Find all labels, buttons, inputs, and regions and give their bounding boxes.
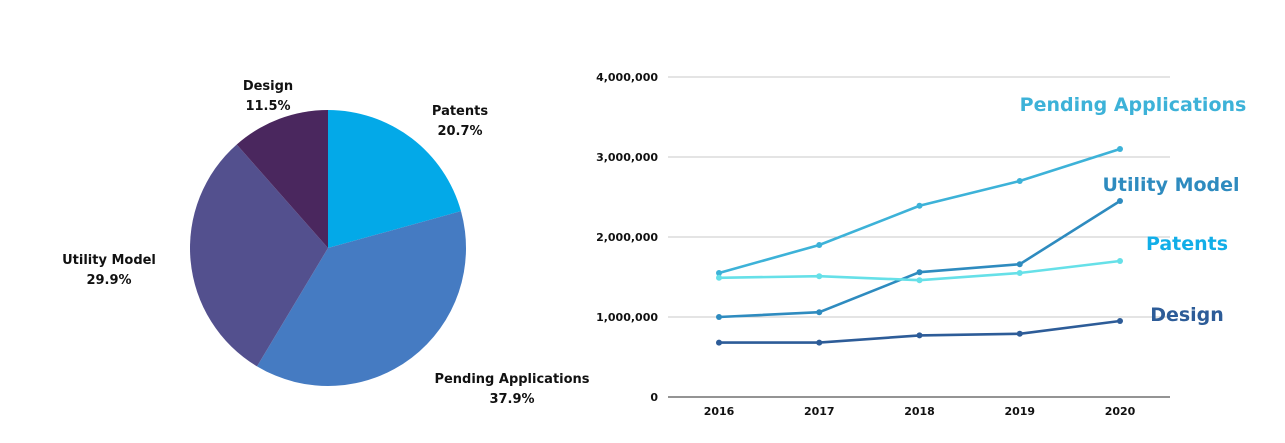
x-tick-label: 2019	[1004, 405, 1035, 418]
series-label-design: Design	[1150, 304, 1224, 326]
y-tick-label: 1,000,000	[596, 311, 658, 324]
y-tick-label: 3,000,000	[596, 151, 658, 164]
pie-slice-patents	[328, 110, 461, 248]
series-line-utility-model	[718, 199, 1121, 319]
data-point-utility-model	[1016, 261, 1023, 268]
pie-label: Patents	[432, 104, 488, 119]
pie-slice-pending-applications	[257, 211, 467, 387]
data-point-pending-applications	[1016, 178, 1023, 184]
pie-label: Pending Applications	[434, 372, 589, 387]
data-point-utility-model	[716, 314, 722, 320]
series-label-patents: Patents	[1146, 233, 1228, 255]
pie-value-label: 29.9%	[86, 273, 131, 288]
data-point-patents	[1016, 270, 1023, 276]
data-point-design	[816, 339, 823, 346]
data-point-patents	[716, 274, 722, 281]
data-point-patents	[816, 273, 823, 280]
y-tick-label: 4,000,000	[596, 71, 658, 84]
data-point-pending-applications	[916, 202, 923, 209]
data-point-patents	[916, 277, 923, 284]
data-point-design	[916, 332, 923, 339]
data-point-pending-applications	[1117, 146, 1123, 152]
data-point-design	[1016, 330, 1023, 337]
x-tick-label: 2017	[804, 405, 835, 418]
pie-value-label: 37.9%	[489, 392, 534, 407]
data-point-utility-model	[916, 269, 923, 276]
x-tick-label: 2020	[1105, 405, 1136, 418]
y-tick-label: 0	[650, 391, 658, 404]
data-point-pending-applications	[716, 270, 722, 276]
pie-value-label: 20.7%	[437, 124, 482, 139]
series-label-utility-model: Utility Model	[1102, 174, 1239, 196]
data-point-design	[716, 339, 722, 346]
pie-slice-design	[236, 110, 328, 248]
y-tick-label: 2,000,000	[596, 231, 658, 244]
pie-label: Design	[243, 79, 293, 94]
pie-chart: Patents 20.7% Pending Applications 37.9% Uti…	[62, 79, 590, 407]
pie-label: Utility Model	[62, 253, 156, 268]
data-point-utility-model	[816, 309, 823, 316]
x-tick-label: 2016	[704, 405, 735, 418]
pie-slice-utility-model	[189, 144, 328, 367]
series-label-pending-applications: Pending Applications	[1020, 94, 1247, 116]
data-point-utility-model	[1117, 198, 1123, 204]
data-point-patents	[1117, 258, 1123, 264]
line-chart: 0 1,000,000 2,000,000 3,000,000 4,000,000 201…	[596, 71, 1246, 418]
series-line-design	[719, 319, 1121, 344]
x-tick-label: 2018	[904, 405, 935, 418]
pie-value-label: 11.5%	[245, 99, 290, 114]
series-line-pending-applications	[718, 147, 1121, 275]
data-point-pending-applications	[816, 242, 823, 248]
data-point-design	[1117, 318, 1123, 324]
